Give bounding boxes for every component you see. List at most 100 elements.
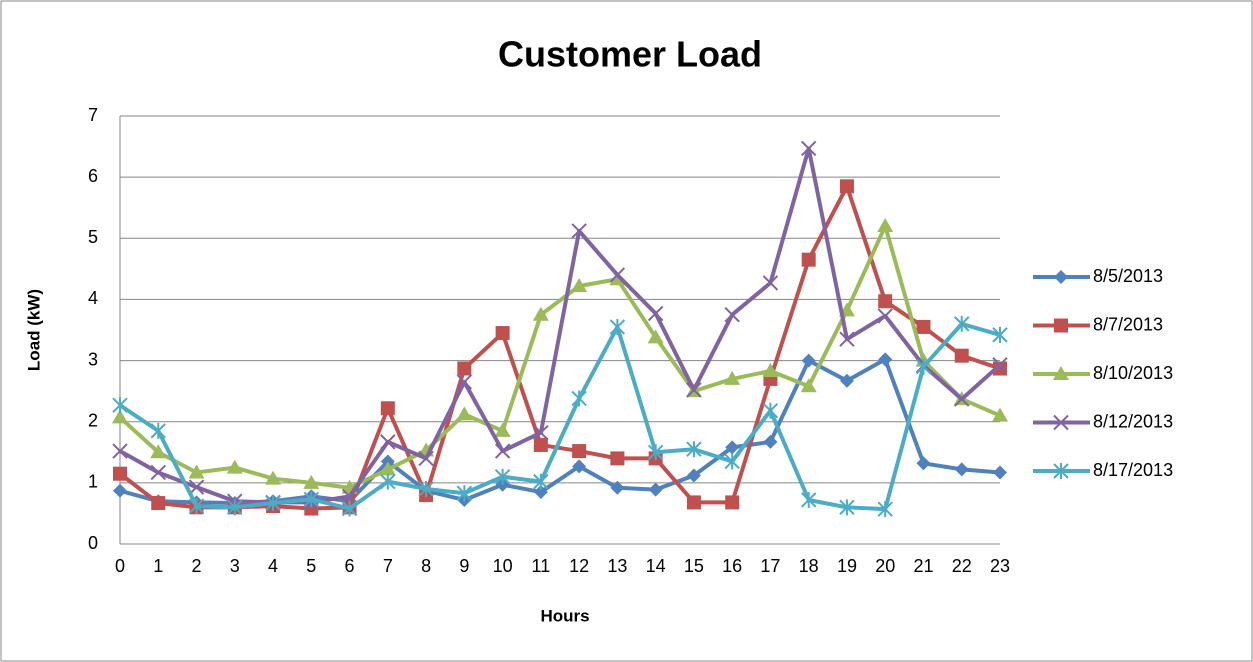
point-marker xyxy=(112,397,128,414)
point-marker xyxy=(572,444,587,459)
point-marker xyxy=(992,357,1008,373)
y-tick-label: 4 xyxy=(88,288,98,308)
point-marker xyxy=(954,315,970,332)
point-marker xyxy=(227,499,243,516)
point-marker xyxy=(800,378,817,393)
point-marker xyxy=(724,453,740,470)
legend-marker xyxy=(1054,270,1068,284)
y-tick-label: 3 xyxy=(88,349,98,369)
point-marker xyxy=(725,440,740,455)
point-marker xyxy=(418,480,434,497)
point-marker xyxy=(571,277,588,292)
point-marker xyxy=(265,495,281,512)
point-marker xyxy=(993,361,1007,376)
point-marker xyxy=(150,464,166,481)
legend-marker xyxy=(1054,318,1068,333)
x-tick-label: 12 xyxy=(569,556,589,576)
point-marker xyxy=(954,462,969,477)
point-marker xyxy=(457,361,472,376)
x-tick-label: 21 xyxy=(913,556,933,576)
point-marker xyxy=(303,491,320,508)
legend-marker xyxy=(1053,366,1069,380)
point-marker xyxy=(456,485,473,502)
point-marker xyxy=(150,444,167,459)
point-marker xyxy=(112,409,128,424)
point-marker xyxy=(380,401,395,416)
y-tick-label: 7 xyxy=(88,105,98,125)
point-marker xyxy=(341,500,358,517)
point-marker xyxy=(647,305,664,322)
point-marker xyxy=(112,443,128,459)
point-marker xyxy=(380,434,396,450)
legend-label: 8/5/2013 xyxy=(1093,266,1163,286)
point-marker xyxy=(878,352,893,367)
x-tick-label: 16 xyxy=(722,556,742,576)
legend-marker xyxy=(1053,414,1069,431)
x-tick-label: 2 xyxy=(192,556,202,576)
point-marker xyxy=(839,331,855,347)
point-marker xyxy=(533,473,549,490)
x-tick-label: 11 xyxy=(532,556,551,576)
legend-label: 8/7/2013 xyxy=(1093,314,1163,334)
point-marker xyxy=(303,474,320,489)
x-tick-label: 5 xyxy=(306,556,316,576)
point-marker xyxy=(992,407,1008,422)
point-marker xyxy=(686,495,701,510)
point-marker xyxy=(456,406,473,421)
x-tick-label: 13 xyxy=(607,556,627,576)
y-tick-label: 2 xyxy=(88,410,98,430)
point-marker xyxy=(992,326,1008,343)
point-marker xyxy=(113,466,127,481)
x-tick-label: 6 xyxy=(345,556,355,576)
point-marker xyxy=(571,223,587,239)
point-marker xyxy=(686,468,701,483)
point-marker xyxy=(494,468,511,485)
x-tick-label: 1 xyxy=(153,556,163,576)
point-marker xyxy=(839,373,854,388)
point-marker xyxy=(494,443,511,459)
point-marker xyxy=(801,353,816,368)
point-marker xyxy=(226,459,243,474)
x-tick-label: 3 xyxy=(230,556,240,576)
point-marker xyxy=(762,275,779,291)
point-marker xyxy=(494,422,511,437)
x-tick-label: 8 xyxy=(421,556,431,576)
series-line xyxy=(118,321,1001,512)
point-marker xyxy=(916,319,931,334)
point-marker xyxy=(113,483,127,498)
point-marker xyxy=(877,218,894,233)
point-marker xyxy=(610,480,625,495)
point-marker xyxy=(533,437,548,452)
point-marker xyxy=(609,267,626,283)
point-marker xyxy=(801,252,816,267)
point-marker xyxy=(954,391,970,407)
point-marker xyxy=(686,382,702,398)
series-line xyxy=(118,224,1001,490)
point-marker xyxy=(150,422,166,439)
point-marker xyxy=(648,482,663,497)
point-marker xyxy=(533,485,548,500)
chart-title: Customer Load xyxy=(498,34,762,75)
point-marker xyxy=(571,390,587,407)
x-tick-label: 22 xyxy=(952,556,972,576)
point-marker xyxy=(265,470,282,485)
point-marker xyxy=(188,464,205,479)
point-marker xyxy=(379,461,396,476)
point-marker xyxy=(800,140,817,157)
x-tick-label: 18 xyxy=(799,556,819,576)
x-tick-label: 14 xyxy=(646,556,666,576)
x-tick-label: 23 xyxy=(990,556,1010,576)
point-marker xyxy=(800,491,817,508)
point-marker xyxy=(495,326,510,341)
x-tick-label: 10 xyxy=(493,556,513,576)
point-marker xyxy=(954,348,969,363)
point-marker xyxy=(647,444,664,461)
y-tick-label: 0 xyxy=(88,533,98,553)
point-marker xyxy=(572,459,587,474)
point-marker xyxy=(686,441,702,458)
legend-label: 8/12/2013 xyxy=(1093,411,1173,431)
point-marker xyxy=(839,499,855,516)
x-tick-label: 17 xyxy=(760,556,780,576)
point-marker xyxy=(610,451,625,466)
